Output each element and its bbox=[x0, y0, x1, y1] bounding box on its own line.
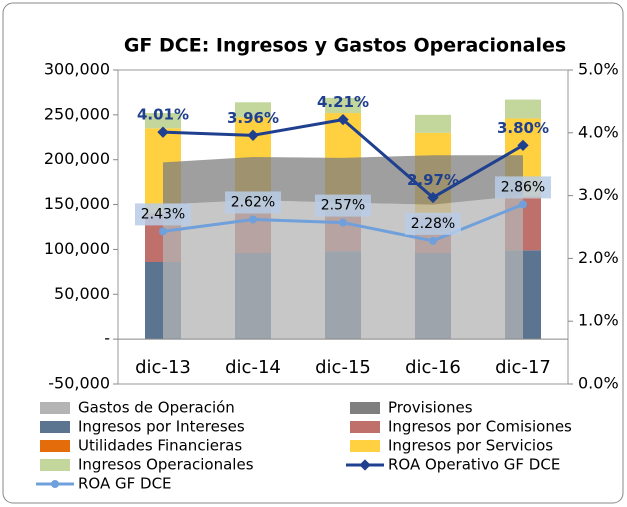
y-tick-label: -50,000 bbox=[48, 374, 110, 393]
legend-swatch bbox=[350, 440, 380, 452]
data-label: 2.86% bbox=[501, 179, 545, 195]
data-label: 2.57% bbox=[321, 198, 365, 214]
label-box bbox=[405, 212, 461, 235]
x-tick-label: dic-13 bbox=[135, 357, 191, 378]
legend-label: Gastos de Operación bbox=[78, 399, 235, 417]
label-box bbox=[495, 176, 551, 199]
y2-tick-label: 1.0% bbox=[578, 311, 619, 330]
x-tick-label: dic-14 bbox=[225, 357, 281, 378]
y-tick-label: 50,000 bbox=[54, 284, 110, 303]
line-marker bbox=[517, 139, 529, 152]
chart-title: GF DCE: Ingresos y Gastos Operacionales bbox=[124, 35, 566, 57]
line-marker bbox=[249, 215, 257, 224]
line-marker bbox=[339, 218, 347, 227]
legend-label: Provisiones bbox=[388, 399, 473, 417]
x-tick-label: dic-15 bbox=[315, 357, 371, 378]
legend-marker bbox=[359, 459, 371, 471]
y-tick-label: 200,000 bbox=[44, 149, 110, 168]
line-marker bbox=[247, 129, 259, 141]
bar bbox=[505, 99, 541, 119]
line-marker bbox=[157, 126, 169, 138]
line-marker bbox=[159, 227, 167, 236]
y2-tick-label: 5.0% bbox=[578, 60, 619, 79]
legend-label: Ingresos por Comisiones bbox=[388, 418, 572, 436]
x-tick-label: dic-17 bbox=[495, 357, 551, 378]
legend-swatch bbox=[40, 440, 70, 452]
data-label: 2.97% bbox=[407, 171, 459, 189]
line-marker bbox=[519, 200, 527, 209]
bar bbox=[145, 113, 181, 129]
y-tick-label: 250,000 bbox=[44, 104, 110, 123]
legend-swatch bbox=[40, 402, 70, 414]
bar bbox=[235, 102, 271, 118]
legend-label: Ingresos por Intereses bbox=[78, 418, 245, 436]
legend-swatch bbox=[350, 402, 380, 414]
legend-label: Ingresos por Servicios bbox=[388, 437, 553, 455]
area bbox=[163, 195, 523, 340]
bar bbox=[325, 97, 361, 114]
data-label: 2.62% bbox=[231, 194, 275, 210]
y2-tick-label: 0.0% bbox=[578, 374, 619, 393]
line-marker bbox=[427, 191, 439, 204]
data-label: 3.80% bbox=[497, 119, 549, 137]
y-tick-label: 100,000 bbox=[44, 239, 110, 258]
y2-tick-label: 2.0% bbox=[578, 248, 619, 267]
data-label: 4.21% bbox=[317, 93, 369, 111]
label-box bbox=[135, 203, 191, 226]
y2-tick-label: 4.0% bbox=[578, 122, 619, 141]
legend-label: ROA Operativo GF DCE bbox=[388, 456, 560, 474]
y-tick-label: - bbox=[104, 329, 110, 348]
label-box bbox=[315, 194, 371, 217]
legend-label: Utilidades Financieras bbox=[78, 437, 242, 455]
data-label: 2.28% bbox=[411, 216, 455, 232]
legend-label: Ingresos Operacionales bbox=[78, 456, 254, 474]
y-tick-label: 300,000 bbox=[44, 60, 110, 79]
bar bbox=[415, 114, 451, 133]
data-label: 2.43% bbox=[141, 206, 185, 222]
data-label: 4.01% bbox=[137, 106, 189, 124]
y2-tick-label: 3.0% bbox=[578, 185, 619, 204]
legend-marker bbox=[51, 480, 59, 488]
data-label: 3.96% bbox=[227, 109, 279, 127]
legend-swatch bbox=[40, 421, 70, 433]
y-tick-label: 150,000 bbox=[44, 194, 110, 213]
legend-label: ROA GF DCE bbox=[78, 475, 172, 493]
legend-swatch bbox=[40, 459, 70, 471]
line-marker bbox=[429, 236, 437, 245]
x-tick-label: dic-16 bbox=[405, 357, 461, 378]
legend-swatch bbox=[350, 421, 380, 433]
label-box bbox=[225, 191, 281, 214]
